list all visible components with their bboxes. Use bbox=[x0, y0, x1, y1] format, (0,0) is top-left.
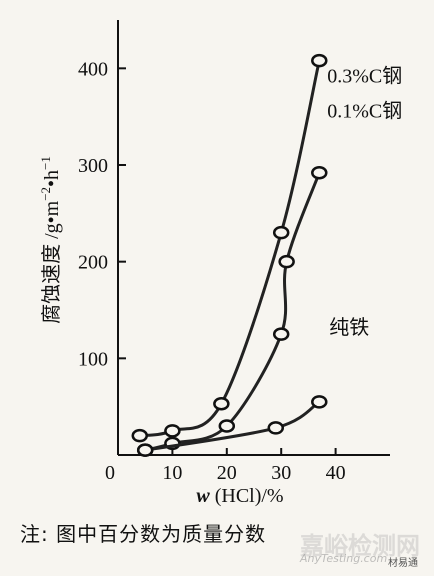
watermark-brand: 材易通 bbox=[388, 558, 418, 569]
x-tick-label: 30 bbox=[271, 462, 291, 484]
data-point bbox=[311, 53, 328, 68]
series-line bbox=[144, 172, 321, 452]
series-label: 0.1%C钢 bbox=[327, 100, 402, 123]
series-label: 纯铁 bbox=[329, 316, 369, 339]
series-line bbox=[139, 60, 321, 438]
data-point bbox=[278, 254, 295, 269]
x-tick-label: 0 bbox=[105, 462, 115, 484]
y-tick-label: 400 bbox=[78, 58, 108, 80]
data-point bbox=[213, 397, 230, 411]
y-tick-label: 200 bbox=[78, 252, 108, 274]
x-tick-label: 40 bbox=[326, 462, 346, 484]
series-layer bbox=[131, 53, 328, 457]
data-point bbox=[272, 327, 290, 341]
y-tick-label: 100 bbox=[78, 348, 108, 370]
y-axis-title: 腐蚀速度 /g•m−2•h−1 bbox=[38, 156, 63, 324]
data-point bbox=[136, 443, 154, 457]
tick-layer: 100 200 300 400 0 10 20 30 40 bbox=[78, 58, 346, 484]
y-tick-label: 300 bbox=[78, 155, 108, 177]
series-line bbox=[144, 400, 321, 452]
watermark-url: AnyTesting.com bbox=[300, 552, 388, 565]
data-point bbox=[311, 395, 328, 409]
data-point bbox=[267, 421, 285, 435]
data-point bbox=[218, 419, 236, 433]
data-point bbox=[164, 424, 181, 438]
x-tick-label: 10 bbox=[162, 462, 182, 484]
axes bbox=[117, 20, 390, 456]
data-point bbox=[272, 225, 290, 240]
watermark-text: 嘉峪检测网 bbox=[300, 532, 420, 560]
data-point bbox=[311, 165, 328, 180]
x-tick-label: 20 bbox=[217, 462, 237, 484]
series-label: 0.3%C钢 bbox=[327, 65, 402, 88]
x-axis-title: w (HCl)/% bbox=[196, 485, 283, 507]
figure-note: 注: 图中百分数为质量分数 bbox=[20, 522, 267, 546]
data-point bbox=[131, 428, 149, 443]
